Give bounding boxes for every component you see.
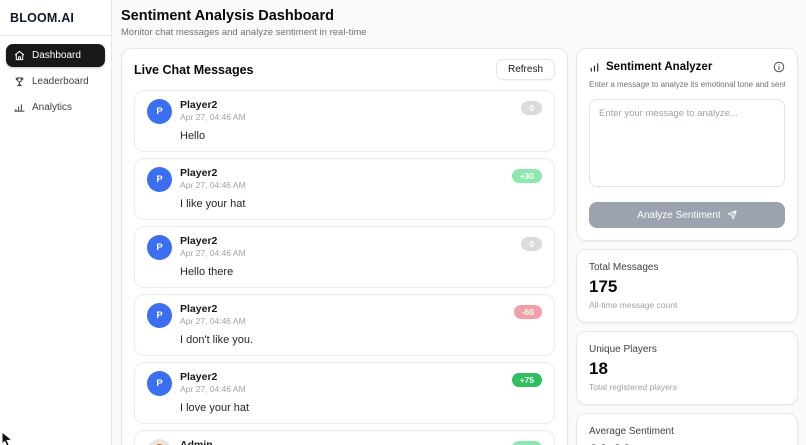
analyzer-title: Sentiment Analyzer (606, 61, 713, 73)
page-subtitle: Monitor chat messages and analyze sentim… (121, 27, 367, 38)
home-icon (14, 50, 25, 61)
trophy-icon (14, 76, 25, 87)
stat-label: Unique Players (589, 344, 657, 355)
stat-label: Total Messages (589, 262, 659, 273)
avatar: P (147, 235, 172, 260)
sidebar: BLOOM.AI Dashboard Leaderboard Analytics (0, 0, 112, 445)
chat-message: P Pla (134, 294, 555, 356)
author-name: Player2 (180, 303, 218, 315)
sidebar-item-analytics[interactable]: Analytics (6, 96, 105, 119)
stat-caption: All-time message count (589, 300, 678, 310)
sentiment-analyzer-panel: Sentiment Analyzer Enter a message to an… (576, 48, 798, 241)
avatar-letter: P (156, 310, 163, 321)
avatar-letter: P (156, 174, 163, 185)
chat-message: P Pla (134, 226, 555, 288)
message-timestamp: Apr 27, 04:46 AM (180, 180, 246, 190)
message-timestamp: Apr 27, 04:46 AM (180, 248, 246, 258)
avatar: P (147, 167, 172, 192)
send-icon (727, 210, 737, 220)
sentiment-badge: +30 (511, 441, 542, 445)
analyzer-description: Enter a message to analyze its emotional… (589, 80, 785, 89)
author-name: Player2 (180, 99, 218, 111)
sidebar-item-label: Analytics (32, 102, 73, 113)
right-column: Sentiment Analyzer Enter a message to an… (576, 48, 798, 445)
avatar-letter: P (156, 106, 163, 117)
sidebar-item-label: Leaderboard (32, 76, 89, 87)
stat-caption: Total registered players (589, 382, 677, 392)
mouse-cursor (1, 431, 14, 445)
admin-avatar-image (148, 439, 171, 445)
chat-message: P Pla (134, 362, 555, 424)
stat-card: Total Messages 175 All-time message coun… (576, 249, 798, 323)
stat-value: 18 (589, 359, 608, 378)
message-text: I love your hat (180, 402, 250, 414)
sentiment-badge: +30 (511, 169, 542, 183)
main-content: Sentiment Analysis Dashboard Monitor cha… (112, 0, 806, 445)
stat-label: Average Sentiment (589, 426, 674, 437)
stat-value: 21.00 (589, 441, 785, 445)
bar-chart-icon (589, 62, 600, 73)
chat-message: P Pla (134, 90, 555, 152)
live-chat-panel: Live Chat Messages Refresh P (121, 48, 568, 445)
message-text: I don't like you. (180, 334, 254, 346)
stat-value: 175 (589, 277, 618, 296)
avatar: P (147, 303, 172, 328)
message-text: I like your hat (180, 198, 246, 210)
author-name: Admin (180, 439, 213, 445)
avatar: P (147, 371, 172, 396)
avatar-letter: P (156, 242, 163, 253)
message-text: Hello (180, 130, 206, 142)
page-title: Sentiment Analysis Dashboard (121, 8, 334, 24)
bar-chart-icon (14, 102, 25, 113)
analyze-button-label: Analyze Sentiment (637, 209, 721, 221)
message-timestamp: Apr 27, 04:46 AM (180, 384, 246, 394)
author-name: Player2 (180, 167, 218, 179)
sentiment-badge: +75 (511, 373, 542, 387)
live-chat-title: Live Chat Messages (134, 62, 254, 77)
analyze-sentiment-button[interactable]: Analyze Sentiment (589, 202, 785, 228)
stat-card: Average Sentiment 21.00 Positive (visibl… (576, 413, 798, 445)
sentiment-badge: 0 (521, 101, 542, 115)
app-logo: BLOOM.AI (0, 0, 111, 36)
avatar: P (147, 99, 172, 124)
message-list[interactable]: P Pla (122, 88, 567, 445)
refresh-button[interactable]: Refresh (495, 59, 555, 80)
message-timestamp: Apr 27, 04:46 AM (180, 316, 246, 326)
avatar-letter: P (156, 378, 163, 389)
chat-message: P Pla (134, 158, 555, 220)
info-icon[interactable] (773, 61, 785, 73)
author-name: Player2 (180, 371, 218, 383)
chat-message: Admin Apr 27, 04:43 AM +30 You have a co… (134, 430, 555, 445)
sidebar-item-leaderboard[interactable]: Leaderboard (6, 70, 105, 93)
sidebar-item-label: Dashboard (32, 50, 81, 61)
message-timestamp: Apr 27, 04:46 AM (180, 112, 246, 122)
author-name: Player2 (180, 235, 218, 247)
sentiment-badge: 0 (521, 237, 542, 251)
avatar (147, 439, 172, 445)
stat-card: Unique Players 18 Total registered playe… (576, 331, 798, 405)
sidebar-nav: Dashboard Leaderboard Analytics (0, 36, 111, 127)
message-input[interactable] (589, 99, 785, 187)
message-text: Hello there (180, 266, 234, 278)
sentiment-badge: -60 (513, 305, 542, 319)
sidebar-item-dashboard[interactable]: Dashboard (6, 44, 105, 67)
